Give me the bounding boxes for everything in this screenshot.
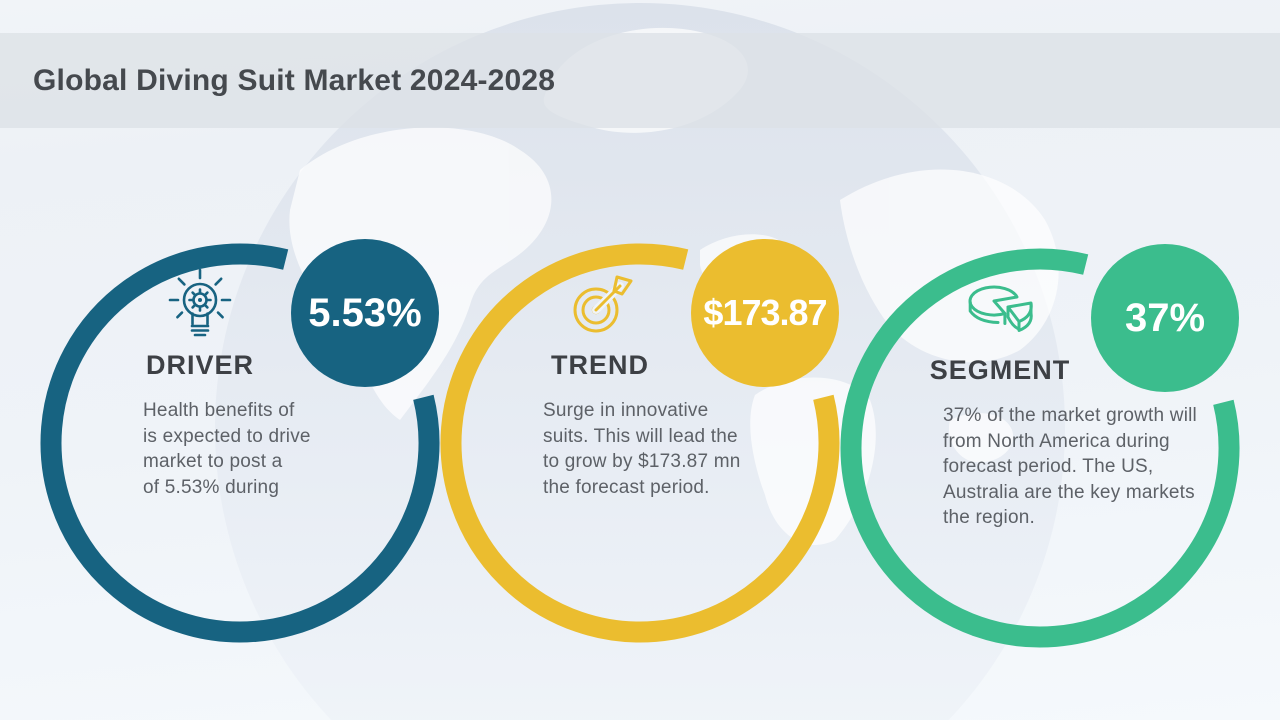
trend-badge: $173.87 (691, 239, 839, 387)
trend-description: Surge in innovative suits. This will lea… (543, 400, 741, 498)
segment-badge: 37% (1091, 244, 1239, 392)
trend-title: TREND (551, 350, 649, 380)
card-driver: 5.53% (40, 238, 440, 653)
page-title: Global Diving Suit Market 2024-2028 (33, 63, 556, 97)
driver-ring-arc (40, 243, 440, 643)
header-band: Global Diving Suit Market 2024-2028 (0, 33, 1280, 128)
segment-description: 37% of the market growth will from North… (943, 405, 1197, 528)
segment-title: SEGMENT (929, 355, 1071, 385)
card-segment: 37% SEGMENT 37% of the market growth wil… (840, 243, 1240, 658)
driver-badge: 5.53% (291, 239, 439, 387)
segment-ring-arc (840, 248, 1240, 648)
driver-description: Health benefits of is expected to drive … (143, 400, 311, 498)
target-arrow-icon (558, 264, 642, 348)
card-trend: $173.87 TREND Surge in innovative suits.… (440, 238, 840, 653)
trend-ring-arc (440, 243, 840, 643)
lightbulb-gear-icon (158, 264, 242, 348)
driver-title: DRIVER (145, 350, 254, 380)
pie-chart-icon (958, 269, 1042, 353)
